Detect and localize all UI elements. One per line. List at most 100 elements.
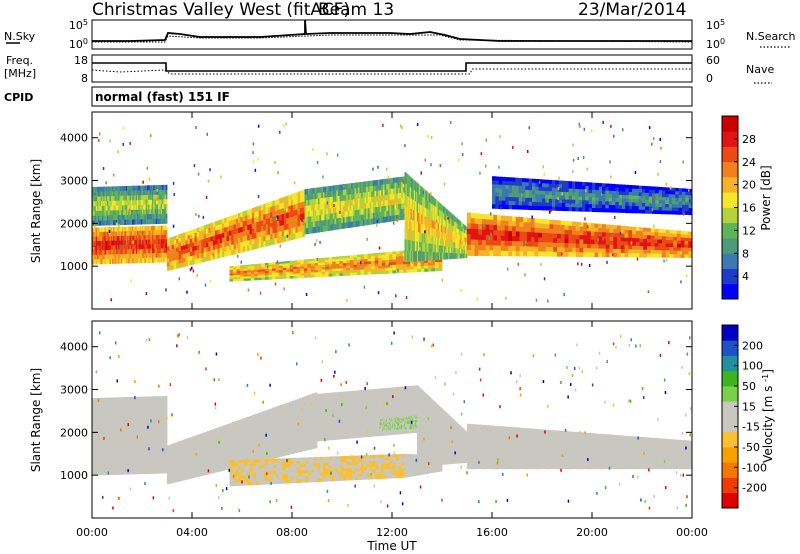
- heatmap-cell: [259, 430, 263, 438]
- heatmap-cell: [504, 245, 509, 252]
- heatmap-cell: [588, 200, 593, 205]
- heatmap-cell: [267, 415, 270, 423]
- heatmap-cell: [421, 205, 423, 215]
- heatmap-cell: [304, 222, 307, 229]
- heatmap-cell: [272, 211, 276, 218]
- heatmap-cell: [549, 242, 554, 248]
- heatmap-cell: [282, 274, 287, 277]
- heatmap-cell: [300, 259, 305, 263]
- heatmap-cell: [579, 235, 584, 240]
- heatmap-cell: [605, 197, 609, 202]
- heatmap-cell: [583, 222, 588, 228]
- heatmap-cell: [290, 222, 294, 229]
- heatmap-cell: [242, 424, 245, 431]
- heatmap-cell: [349, 255, 354, 259]
- heatmap-cell: [568, 221, 573, 227]
- heatmap-cell: [428, 235, 430, 244]
- heatmap-cell: [482, 213, 487, 220]
- heatmap-cell: [405, 206, 407, 218]
- heatmap-cell: [675, 191, 679, 195]
- heatmap-cell: [314, 272, 319, 275]
- heatmap-cell: [339, 206, 342, 213]
- heatmap-cell: [122, 406, 124, 417]
- heatmap-cell: [361, 181, 364, 188]
- heatmap-cell: [384, 200, 387, 207]
- heatmap-cell: [103, 250, 105, 256]
- heatmap-cell: [197, 434, 200, 441]
- heatmap-cell: [282, 263, 287, 266]
- heatmap-cell: [572, 243, 577, 249]
- heatmap-cell: [99, 250, 102, 256]
- heatmap-cell: [135, 240, 138, 245]
- heatmap-cell: [103, 231, 105, 237]
- heatmap-cell: [371, 196, 374, 203]
- heatmap-cell: [148, 463, 150, 474]
- heatmap-cell: [128, 231, 130, 237]
- heatmap-cell: [377, 185, 380, 191]
- heatmap-cell: [688, 231, 693, 236]
- heatmap-cell: [352, 193, 355, 200]
- heatmap-cell: [615, 194, 619, 199]
- heatmap-cell: [240, 274, 244, 278]
- heatmap-cell: [402, 214, 405, 220]
- heatmap-cell: [97, 436, 99, 447]
- heatmap-cell: [572, 234, 577, 240]
- heatmap-cell: [378, 271, 383, 274]
- heatmap-cell: [675, 204, 679, 209]
- heatmap-cell: [158, 214, 160, 220]
- heatmap-cell: [157, 185, 159, 191]
- heatmap-cell: [437, 245, 440, 253]
- heatmap-cell: [502, 196, 506, 202]
- heatmap-cell: [202, 469, 205, 476]
- heatmap-cell: [317, 209, 320, 216]
- heatmap-cell: [367, 213, 370, 220]
- heatmap-cell: [293, 233, 296, 240]
- heatmap-cell: [635, 227, 640, 232]
- heatmap-cell: [107, 407, 109, 418]
- heatmap-cell: [357, 262, 361, 266]
- heatmap-cell: [268, 264, 273, 268]
- heatmap-cell: [192, 472, 195, 479]
- heatmap-cell: [557, 251, 562, 257]
- speckle-point: [397, 268, 399, 272]
- heatmap-cell: [322, 220, 325, 227]
- heatmap-cell: [420, 214, 422, 224]
- speckle-point: [279, 130, 281, 134]
- heatmap-cell: [311, 216, 314, 223]
- heatmap-cell: [595, 193, 599, 198]
- heatmap-cell: [300, 275, 305, 278]
- heatmap-cell: [455, 243, 457, 249]
- heatmap-cell: [109, 455, 112, 466]
- heatmap-cell: [189, 452, 193, 459]
- heatmap-cell: [617, 249, 622, 254]
- heatmap-cell: [279, 236, 282, 243]
- heatmap-cell: [647, 235, 652, 240]
- heatmap-cell: [113, 258, 115, 264]
- heatmap-cell: [125, 195, 128, 201]
- heatmap-cell: [142, 235, 144, 241]
- heatmap-cell: [95, 196, 98, 202]
- heatmap-cell: [309, 205, 312, 212]
- heatmap-cell: [318, 272, 322, 275]
- heatmap-cell: [99, 232, 102, 237]
- heatmap-cell: [286, 267, 291, 271]
- heatmap-cell: [238, 232, 241, 239]
- heatmap-cell: [95, 455, 98, 466]
- heatmap-cell: [155, 189, 158, 196]
- heatmap-cell: [346, 260, 351, 264]
- heatmap-cell: [137, 219, 139, 225]
- heatmap-cell: [678, 204, 683, 209]
- heatmap-cell: [145, 239, 148, 245]
- heatmap-cell: [558, 199, 563, 204]
- heatmap-cell: [289, 267, 294, 270]
- heatmap-cell: [150, 194, 153, 201]
- heatmap-cell: [147, 226, 149, 232]
- heatmap-cell: [447, 252, 449, 260]
- heatmap-cell: [99, 465, 102, 476]
- heatmap-cell: [642, 192, 646, 197]
- heatmap-cell: [314, 215, 317, 222]
- heatmap-cell: [452, 253, 454, 259]
- heatmap-cell: [206, 233, 209, 239]
- heatmap-cell: [652, 193, 656, 198]
- speckle-point: [257, 195, 260, 199]
